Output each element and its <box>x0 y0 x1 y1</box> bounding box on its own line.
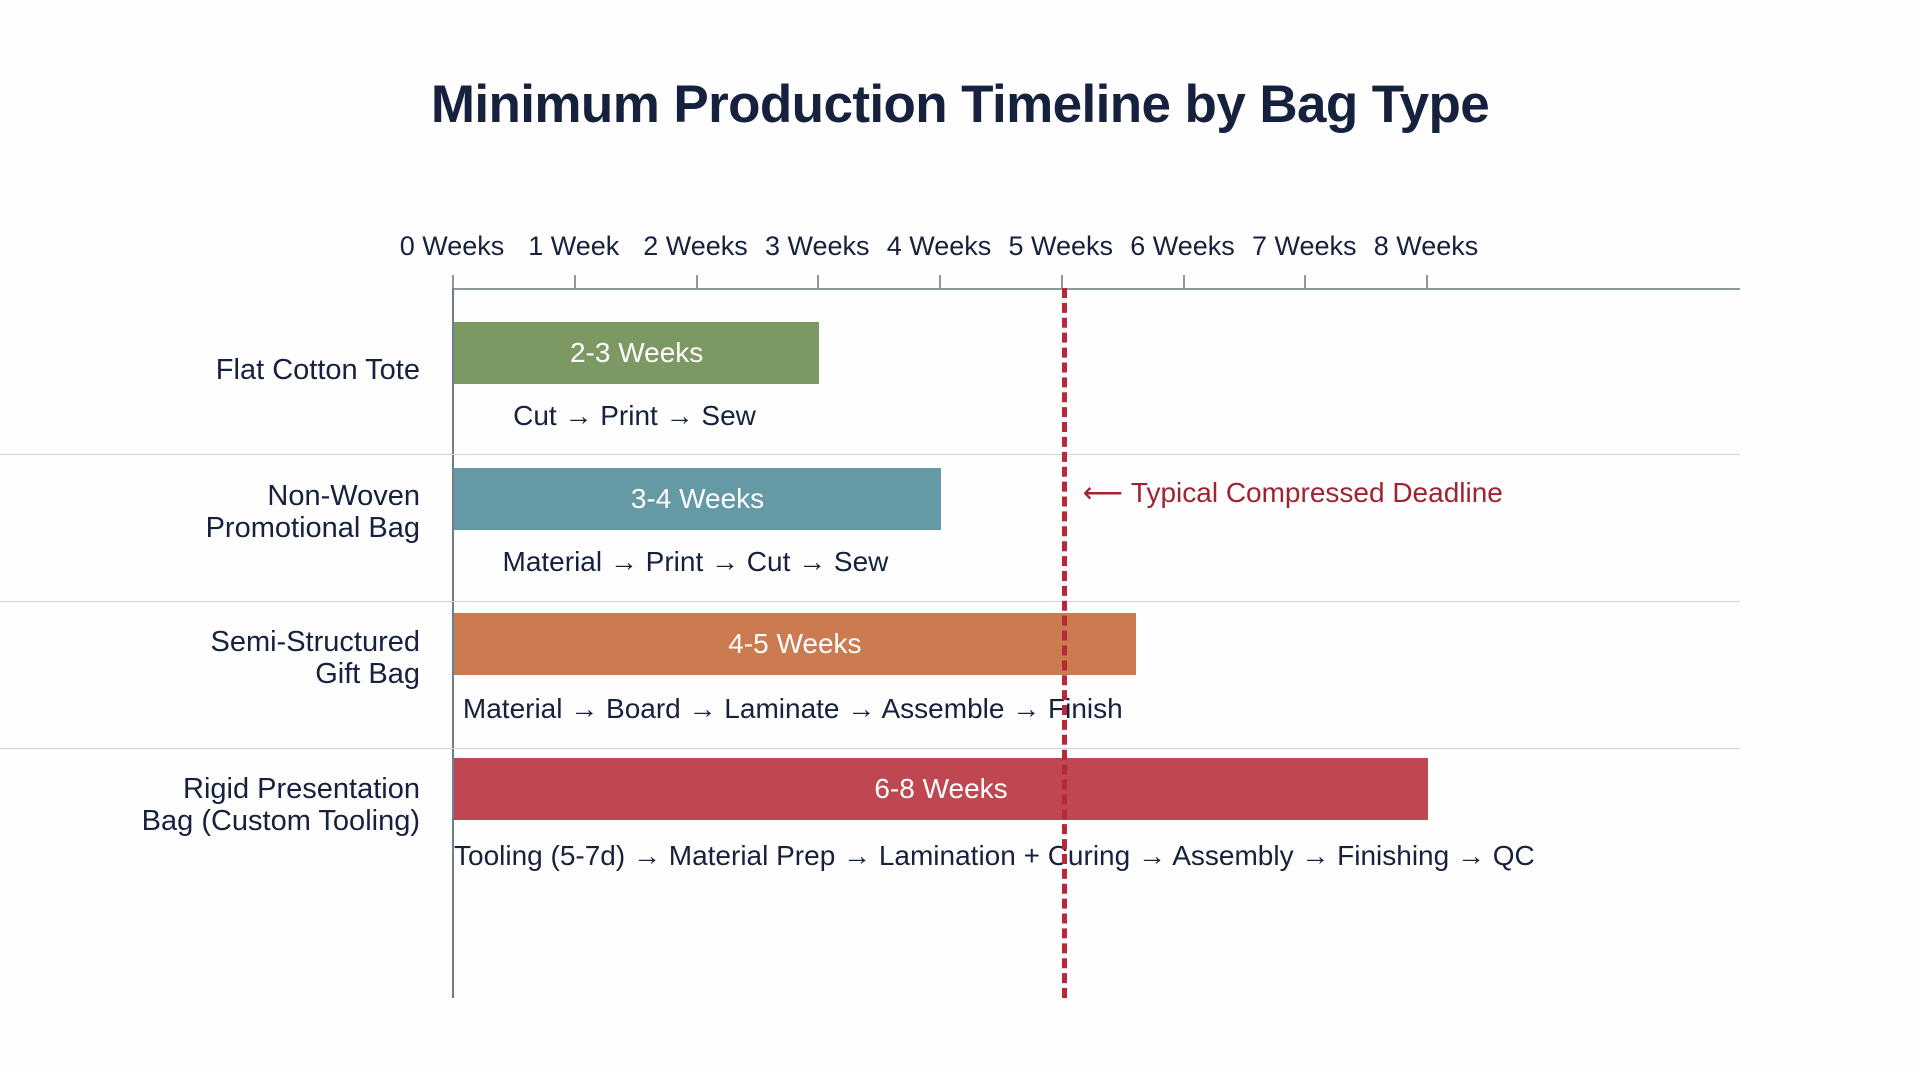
x-tick-mark <box>939 275 941 288</box>
x-tick-mark <box>1182 275 1185 288</box>
x-tick-label: 8 Weeks <box>1373 231 1479 261</box>
x-tick-mark <box>1304 275 1307 288</box>
x-axis-line <box>452 288 1740 290</box>
deadline-label: Typical Compressed Deadline <box>1130 477 1503 508</box>
deadline-annotation: ⟵ Typical Compressed Deadline <box>1083 476 1503 509</box>
x-tick-label: 7 Weeks <box>1251 231 1357 261</box>
x-tick-mark <box>695 275 698 288</box>
timeline-bar[interactable]: 3-4 Weeks <box>454 468 941 530</box>
category-label: Non-Woven Promotional Bag <box>205 480 420 545</box>
x-tick-label: 0 Weeks <box>399 231 505 261</box>
row-separator <box>0 748 1740 749</box>
left-arrow-icon: ⟵ <box>1082 477 1123 508</box>
category-label: Rigid Presentation Bag (Custom Tooling) <box>141 773 420 838</box>
timeline-bar[interactable]: 2-3 Weeks <box>454 322 820 384</box>
x-tick-label: 1 Week <box>528 231 620 261</box>
timeline-bar[interactable]: 4-5 Weeks <box>454 613 1136 675</box>
bar-value-label: 3-4 Weeks <box>630 483 765 514</box>
bar-value-label: 6-8 Weeks <box>874 773 1008 804</box>
x-tick-mark <box>573 275 576 288</box>
process-chain: Material → Board → Laminate → Assemble →… <box>462 693 1123 724</box>
page-title: Minimum Production Timeline by Bag Type <box>430 75 1490 134</box>
row-separator <box>0 601 1740 602</box>
bar-value-label: 2-3 Weeks <box>569 337 704 368</box>
plot-area: 0 Weeks 1 Week 2 Weeks 3 Weeks 4 Weeks 5 Week… <box>0 231 1740 998</box>
x-tick-label: 5 Weeks <box>1008 231 1114 261</box>
x-tick-mark <box>452 275 454 288</box>
x-tick-label: 3 Weeks <box>764 231 870 261</box>
y-axis-spine <box>452 288 454 998</box>
x-tick-label: 4 Weeks <box>886 231 992 261</box>
process-chain: Material → Print → Cut → Sew <box>502 546 889 577</box>
x-tick-label: 2 Weeks <box>643 231 748 261</box>
x-tick-mark <box>817 275 820 288</box>
row-separator <box>0 454 1740 455</box>
process-chain: Tooling (5-7d) → Material Prep → Laminat… <box>454 840 1535 871</box>
category-label: Flat Cotton Tote <box>215 354 420 386</box>
timeline-bar[interactable]: 6-8 Weeks <box>454 758 1428 820</box>
x-tick-label: 6 Weeks <box>1130 231 1235 261</box>
deadline-line <box>1061 288 1067 998</box>
x-tick-mark <box>1060 275 1063 288</box>
category-label: Semi-Structured Gift Bag <box>210 626 420 691</box>
bar-value-label: 4-5 Weeks <box>728 628 862 659</box>
process-chain: Cut → Print → Sew <box>513 400 756 431</box>
x-tick-mark <box>1426 275 1428 288</box>
